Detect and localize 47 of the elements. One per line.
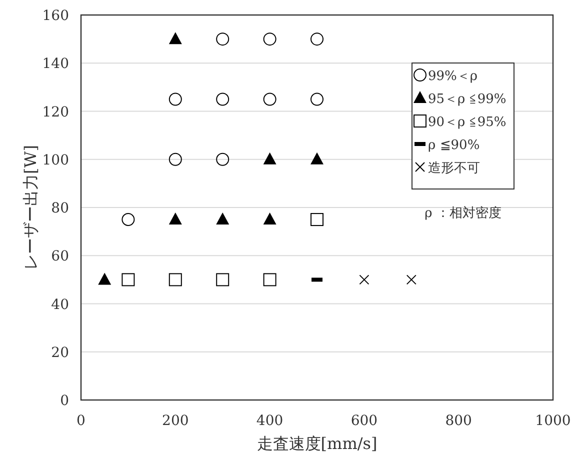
y-axis-title: レーザー出力[W] xyxy=(21,145,40,270)
y-tick-label: 60 xyxy=(51,248,69,265)
y-tick-label: 80 xyxy=(51,200,69,216)
x-tick-label: 200 xyxy=(162,413,189,429)
point xyxy=(263,92,276,106)
x-tick-label: 400 xyxy=(256,413,284,429)
legend-label: 99%＜ρ xyxy=(428,69,478,84)
x-tick-label: 600 xyxy=(350,413,378,429)
point xyxy=(310,152,324,164)
x-tick-label: 1000 xyxy=(535,413,571,429)
legend-label: ρ ≦90% xyxy=(428,138,480,153)
legend-label: 95＜ρ ≦99% xyxy=(428,92,506,107)
point xyxy=(263,212,276,225)
y-tick-label: 40 xyxy=(51,296,69,313)
point xyxy=(122,213,135,226)
point xyxy=(216,273,230,286)
y-tick-label: 160 xyxy=(42,8,69,24)
point xyxy=(310,92,324,106)
x-tick-label: 800 xyxy=(445,413,472,429)
point xyxy=(168,152,182,166)
x-axis-title: 走査速度[mm/s] xyxy=(256,434,378,453)
point xyxy=(168,92,182,106)
point xyxy=(168,212,182,225)
point xyxy=(406,274,416,285)
point xyxy=(216,212,230,225)
y-tick-label: 100 xyxy=(42,152,69,168)
point xyxy=(263,32,276,46)
y-tick-label: 120 xyxy=(42,104,69,120)
y-tick-label: 0 xyxy=(60,393,69,409)
annotation: ρ ：相対密度 xyxy=(424,205,502,221)
point xyxy=(263,273,276,286)
point xyxy=(359,274,370,285)
y-tick-label: 140 xyxy=(42,56,69,72)
point xyxy=(310,213,324,226)
point xyxy=(98,272,112,285)
point xyxy=(216,92,230,106)
y-tick-label: 20 xyxy=(51,344,69,361)
legend-label: 90＜ρ ≦95% xyxy=(428,115,506,130)
point xyxy=(310,32,324,46)
point xyxy=(122,273,135,286)
x-tick-label: 0 xyxy=(76,413,86,429)
point xyxy=(168,273,182,286)
point xyxy=(263,152,276,164)
legend-label: 造形不可 xyxy=(428,161,480,176)
point xyxy=(216,152,230,166)
point xyxy=(168,32,182,44)
point xyxy=(216,32,230,46)
